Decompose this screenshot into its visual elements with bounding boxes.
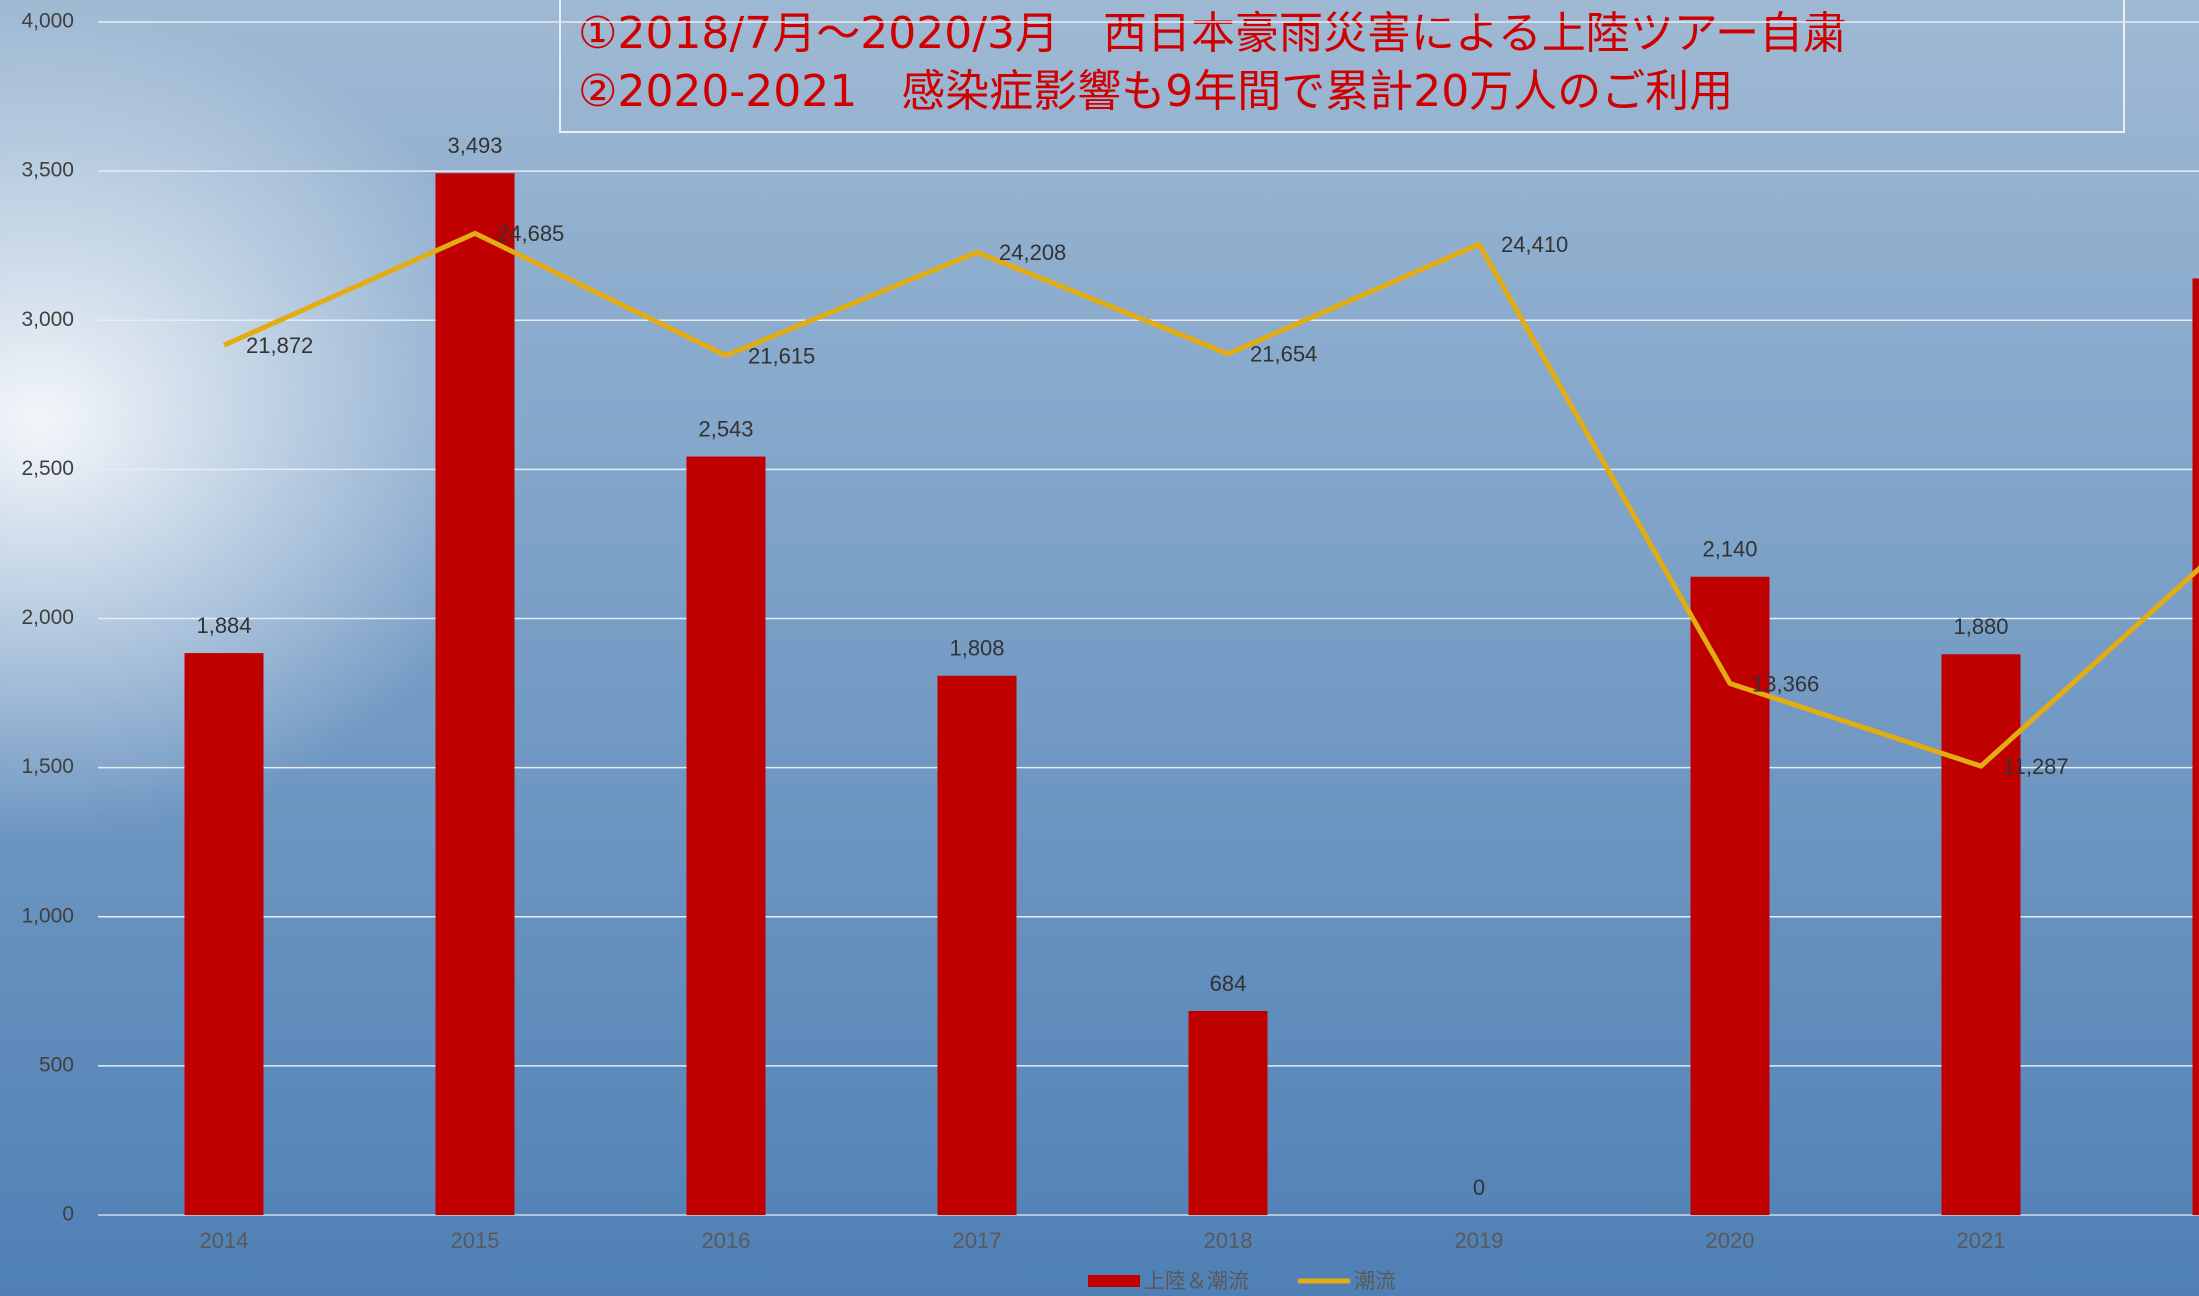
legend-swatch (1088, 1275, 1140, 1287)
data-label: 21,654 (1250, 342, 1317, 367)
y-tick-label: 2,000 (21, 606, 74, 629)
data-label: 24,208 (999, 240, 1066, 265)
x-tick-label: 2015 (451, 1228, 500, 1253)
annotation: ①2018/7月～2020/3月 西日本豪雨災害による上陸ツアー自粛 (578, 8, 1847, 59)
bar (686, 456, 766, 1215)
x-tick-label: 2014 (200, 1228, 249, 1253)
data-label: 684 (1210, 971, 1247, 996)
y-tick-label: 2,500 (21, 457, 74, 480)
bar (937, 675, 1017, 1215)
data-label: 1,808 (949, 636, 1004, 661)
data-label: 11,287 (2003, 754, 2069, 779)
data-label: 21,872 (246, 333, 313, 358)
y-tick-label: 3,000 (21, 308, 74, 331)
bar (2192, 278, 2199, 1215)
data-label: 2,140 (1702, 537, 1757, 562)
data-label: 0 (1473, 1175, 1485, 1200)
legend-label: 潮流 (1354, 1269, 1396, 1293)
data-label: 24,685 (497, 221, 564, 246)
line (222, 230, 2199, 769)
bar (435, 173, 515, 1215)
x-tick-label: 2017 (953, 1228, 1002, 1253)
legend-label: 上陸＆潮流 (1144, 1269, 1249, 1293)
annotation-box (559, 0, 2125, 133)
x-tick-label: 2021 (1957, 1228, 2006, 1253)
x-tick-label: 2016 (702, 1228, 751, 1253)
y-tick-label: 3,500 (21, 159, 74, 182)
x-tick-label: 2019 (1455, 1228, 1504, 1253)
y-tick-label: 1,500 (21, 755, 74, 778)
y-tick-label: 500 (39, 1053, 74, 1076)
data-label: 2,543 (698, 416, 753, 441)
data-label: 13,366 (1752, 671, 1819, 696)
data-label: 1,880 (1953, 614, 2008, 639)
bar (1188, 1010, 1268, 1215)
y-tick-label: 0 (62, 1203, 74, 1226)
data-label: 24,410 (1501, 232, 1568, 257)
x-tick-label: 2020 (1706, 1228, 1755, 1253)
y-tick-label: 1,000 (21, 904, 74, 927)
y-tick-label: 4,000 (21, 10, 74, 33)
data-label: 3,493 (447, 133, 502, 158)
data-label: 21,615 (748, 343, 815, 368)
annotation: ②2020-2021 感染症影響も9年間で累計20万人のご利用 (578, 66, 1733, 117)
bar (1941, 654, 2021, 1215)
x-tick-label: 2018 (1204, 1228, 1253, 1253)
bar (184, 653, 264, 1215)
data-label: 1,884 (196, 613, 251, 638)
